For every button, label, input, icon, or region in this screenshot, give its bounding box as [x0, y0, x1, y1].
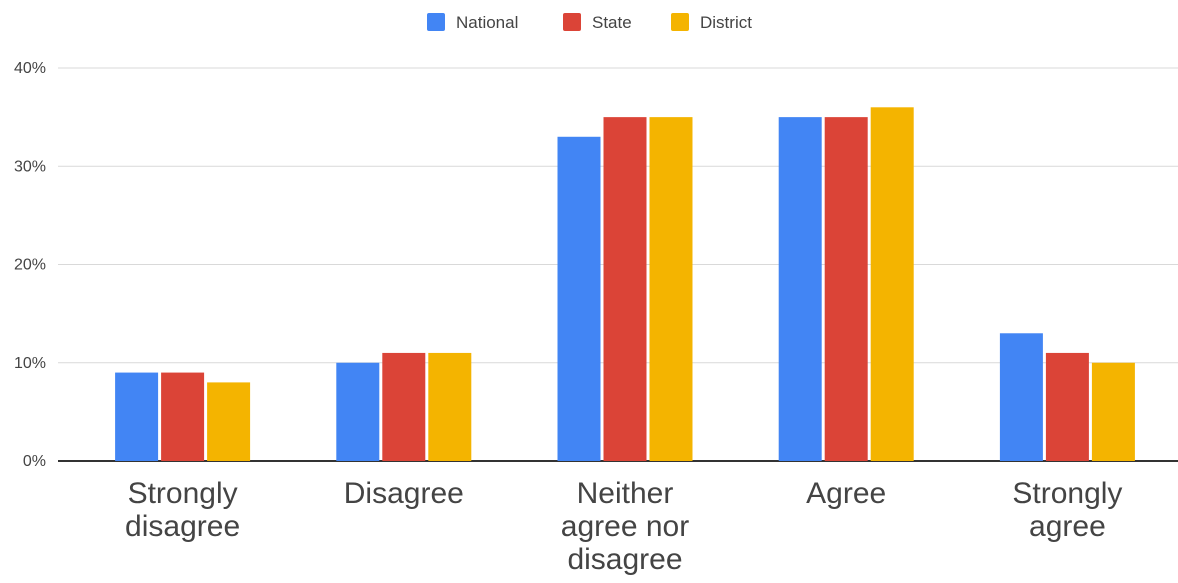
x-category-label: Agree: [806, 477, 886, 510]
y-tick-label: 10%: [14, 355, 46, 372]
bar-district: [428, 352, 472, 461]
bars: [115, 107, 1135, 462]
legend-label-district: District: [700, 13, 752, 32]
legend-label-state: State: [592, 13, 632, 32]
y-tick-label: 20%: [14, 257, 46, 274]
legend-label-national: National: [456, 13, 518, 32]
bar-state: [161, 372, 205, 461]
legend-swatch-national: [427, 13, 445, 31]
x-category-label: Strongly agree: [1012, 477, 1122, 543]
bar-district: [649, 117, 693, 461]
bar-state: [824, 117, 868, 461]
bar-national: [115, 372, 159, 461]
bar-district: [1091, 362, 1135, 461]
x-category-label: Neither agree nor disagree: [561, 477, 689, 576]
x-axis-labels: Strongly disagree Disagree Neither agree nor…: [125, 477, 1122, 576]
bar-district: [870, 107, 914, 462]
bar-district: [207, 382, 251, 461]
legend-swatch-district: [671, 13, 689, 31]
legend-swatch-state: [563, 13, 581, 31]
y-tick-label: 40%: [14, 60, 46, 77]
bar-state: [603, 117, 647, 461]
y-tick-label: 30%: [14, 158, 46, 175]
bar-national: [999, 333, 1043, 461]
bar-state: [1045, 352, 1089, 461]
y-tick-label: 0%: [23, 453, 46, 470]
bar-national: [557, 136, 601, 461]
bar-national: [778, 117, 822, 461]
legend: National State District: [427, 13, 752, 32]
y-axis-ticks: 0% 10% 20% 30% 40%: [14, 60, 46, 470]
x-category-label: Disagree: [344, 477, 464, 510]
bar-national: [336, 362, 380, 461]
x-category-label: Strongly disagree: [125, 477, 240, 543]
bar-state: [382, 352, 426, 461]
